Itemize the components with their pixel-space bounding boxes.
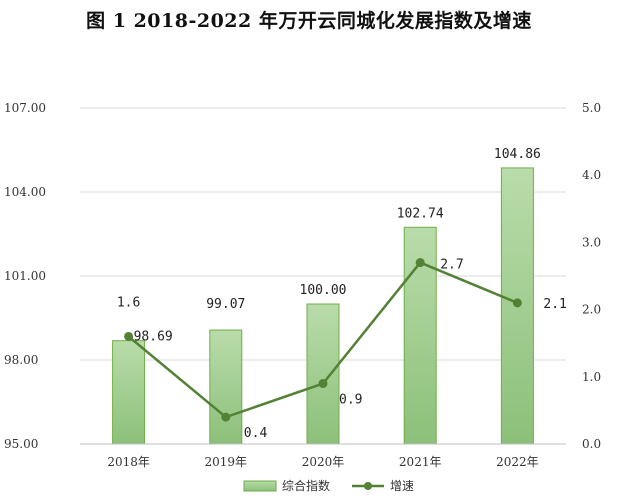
x-tick-label: 2022年 [496, 455, 539, 469]
x-tick-label: 2020年 [302, 455, 345, 469]
bar [209, 329, 243, 445]
line-point [318, 379, 328, 389]
bar-data-label: 99.07 [206, 297, 245, 312]
legend-line-label: 增速 [390, 479, 414, 493]
line-point [124, 331, 134, 341]
legend: 综合指数 增速 [243, 478, 414, 493]
bar-data-label: 98.69 [134, 329, 173, 344]
bar-data-label: 104.86 [494, 147, 541, 162]
line-data-label: 2.1 [543, 297, 566, 312]
legend-bar-label: 综合指数 [282, 478, 330, 493]
y-right-tick-label: 2.0 [582, 303, 601, 317]
y-right-tick-label: 3.0 [582, 235, 601, 249]
line-series [124, 258, 522, 422]
legend-bar-swatch [243, 480, 277, 492]
y-left-tick-label: 107.00 [4, 101, 46, 115]
y-right-tick-label: 0.0 [582, 437, 601, 451]
line-data-label: 0.9 [339, 393, 362, 408]
x-tick-label: 2018年 [107, 455, 150, 469]
y-right-tick-label: 5.0 [582, 101, 601, 115]
line-point [415, 258, 425, 268]
bar [112, 340, 146, 445]
x-tick-label: 2019年 [205, 455, 248, 469]
line-data-label: 2.7 [440, 258, 463, 273]
data-labels: 98.69 99.07 100.00 102.74 104.86 1.6 0.4 0.9 2.7… [117, 147, 567, 441]
bar-data-label: 100.00 [300, 283, 347, 298]
y-left-tick-label: 101.00 [4, 269, 46, 283]
y-right-tick-label: 4.0 [582, 168, 601, 182]
bar-series [112, 167, 534, 445]
chart-title: 图 1 2018-2022 年万开云同城化发展指数及增速 [86, 10, 532, 32]
bar [306, 303, 340, 445]
y-left-tick-label: 95.00 [4, 437, 38, 451]
line-data-label: 0.4 [244, 426, 268, 441]
bar-data-label: 102.74 [397, 206, 444, 221]
legend-line-marker [364, 482, 372, 490]
y-left-tick-label: 98.00 [4, 353, 38, 367]
line-point [512, 298, 522, 308]
y-left-tick-label: 104.00 [4, 185, 46, 199]
axes: 95.00 98.00 101.00 104.00 107.00 0.0 1.0 2.0 3.0… [4, 101, 601, 469]
x-tick-label: 2021年 [399, 455, 442, 469]
line-data-label: 1.6 [117, 295, 140, 310]
line-point [221, 412, 231, 422]
y-right-tick-label: 1.0 [582, 370, 601, 384]
